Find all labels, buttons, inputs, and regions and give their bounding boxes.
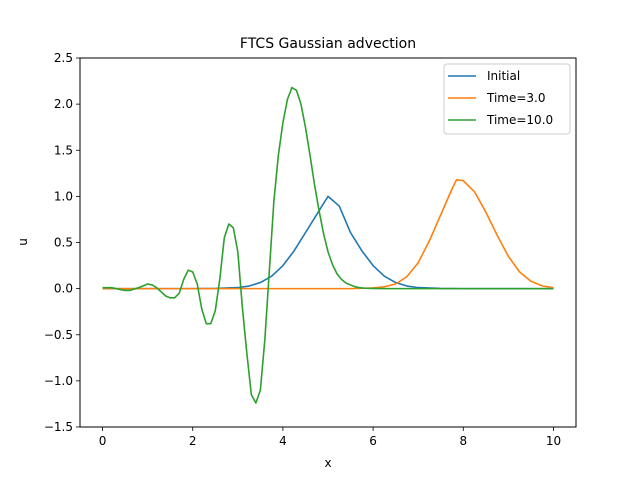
series-line-initial — [102, 195, 554, 290]
x-tick-label: 4 — [279, 434, 287, 448]
chart-title: FTCS Gaussian advection — [240, 36, 416, 52]
y-tick-label: 1.5 — [54, 143, 73, 157]
y-tick-label: 0.0 — [54, 282, 73, 296]
y-tick-label: −1.0 — [44, 374, 73, 388]
legend-label: Time=10.0 — [486, 113, 553, 127]
legend-label: Initial — [487, 69, 520, 83]
y-tick-label: 0.5 — [54, 236, 73, 250]
legend: Initial Time=3.0 Time=10.0 — [443, 63, 571, 135]
y-axis-ticks: −1.5 −1.0 −0.5 0.0 0.5 1.0 1.5 2.0 2.5 — [44, 51, 80, 434]
x-axis-label: x — [324, 456, 331, 470]
y-tick-label: 2.0 — [54, 97, 73, 111]
y-tick-label: 1.0 — [54, 189, 73, 203]
y-tick-label: −0.5 — [44, 328, 73, 342]
y-tick-label: 2.5 — [54, 51, 73, 65]
x-tick-label: 2 — [189, 434, 197, 448]
y-axis-label: u — [16, 238, 30, 246]
x-tick-label: 0 — [99, 434, 107, 448]
series-line-time-3-0 — [102, 178, 554, 290]
x-axis-ticks: 0 2 4 6 8 10 — [99, 427, 561, 448]
legend-label: Time=3.0 — [486, 91, 546, 105]
x-tick-label: 10 — [546, 434, 561, 448]
x-tick-label: 6 — [369, 434, 377, 448]
legend-box — [443, 63, 571, 135]
series-line-time-10-0 — [102, 86, 554, 404]
x-tick-label: 8 — [459, 434, 467, 448]
y-tick-label: −1.5 — [44, 420, 73, 434]
plot-lines — [102, 86, 554, 404]
